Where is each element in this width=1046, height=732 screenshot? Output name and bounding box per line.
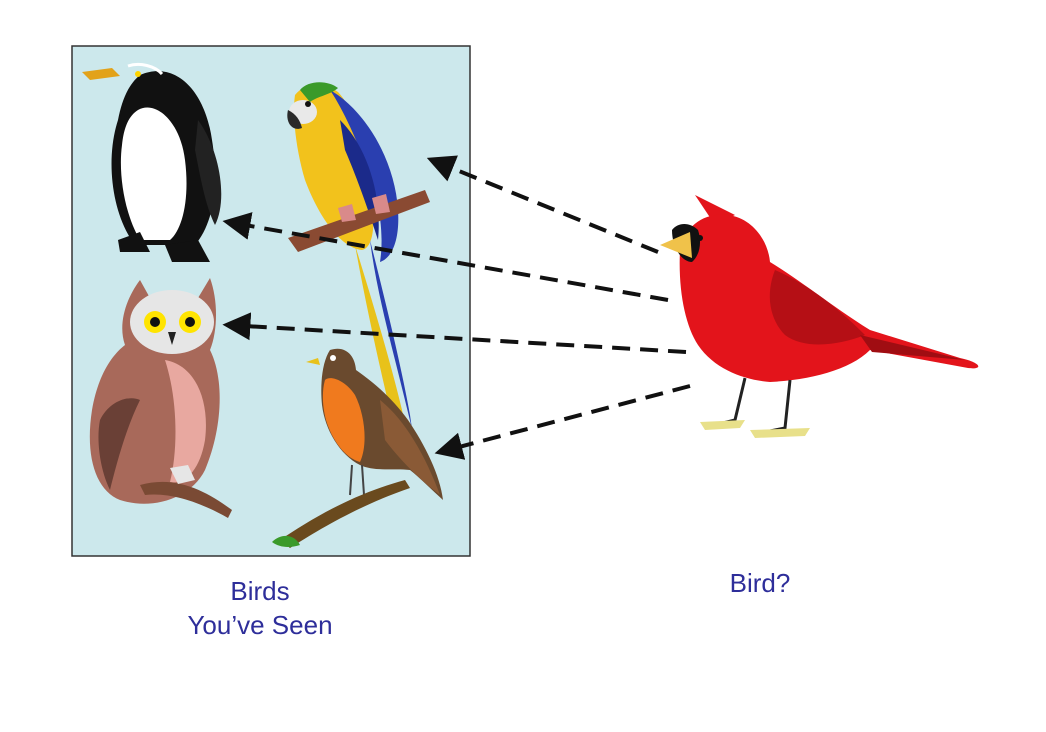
known-birds-caption-line2: You’ve Seen — [187, 610, 333, 640]
known-birds-caption: Birds You’ve Seen — [160, 574, 360, 642]
comparison-arrows — [222, 155, 691, 460]
arrow-to-owl — [222, 312, 687, 354]
query-bird-caption: Bird? — [729, 568, 791, 598]
macaw-icon — [287, 82, 430, 470]
robin-icon — [272, 348, 443, 548]
owl-icon — [89, 278, 232, 518]
arrow-to-macaw — [426, 155, 659, 254]
arrow-to-robin — [434, 384, 691, 460]
penguin-icon — [82, 62, 222, 262]
known-birds-caption-line1: Birds — [230, 576, 290, 606]
cardinal-icon — [660, 195, 979, 438]
arrow-to-penguin — [222, 212, 669, 302]
